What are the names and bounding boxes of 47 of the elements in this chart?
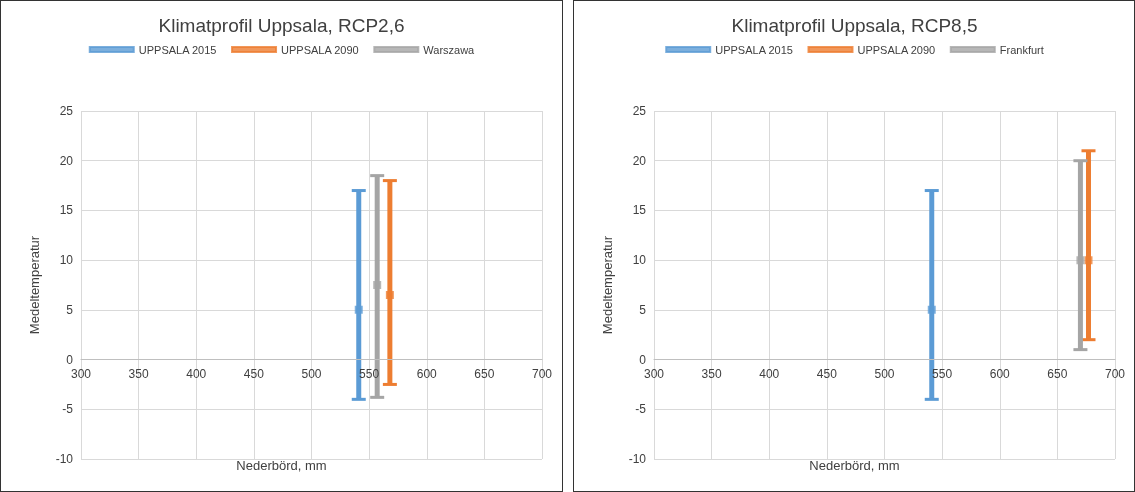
y-tick-label: -10 — [55, 452, 74, 466]
y-axis-title: Medeltemperatur — [27, 235, 42, 335]
x-axis-title: Nederbörd, mm — [236, 458, 327, 473]
y-tick-label: 15 — [59, 203, 74, 218]
y-tick-label: -10 — [628, 452, 646, 466]
y-tick-label: 25 — [59, 104, 74, 118]
x-tick-label: 500 — [301, 366, 322, 381]
legend-label: Frankfurt — [999, 43, 1044, 56]
x-tick-label: 450 — [816, 366, 837, 381]
x-axis-title: Nederbörd, mm — [808, 458, 900, 473]
x-tick-label: 400 — [758, 366, 780, 381]
y-tick-label: 0 — [638, 352, 646, 367]
y-tick-label: -5 — [62, 402, 74, 417]
x-tick-label: 350 — [128, 366, 149, 381]
x-tick-label: 700 — [531, 366, 553, 381]
point — [373, 281, 382, 289]
x-tick-label: 700 — [1104, 366, 1125, 381]
y-tick-label: 25 — [632, 104, 646, 118]
x-tick-label: 650 — [474, 366, 495, 381]
y-axis-title: Medeltemperatur — [599, 235, 615, 335]
x-tick-label: 350 — [701, 366, 722, 381]
legend-label: UPPSALA 2090 — [281, 43, 359, 56]
legend-label: UPPSALA 2015 — [138, 43, 217, 56]
chart-title: Klimatprofil Uppsala, RCP2,6 — [158, 15, 405, 36]
y-tick-label: 15 — [632, 203, 646, 218]
x-tick-label: 300 — [643, 366, 664, 381]
x-tick-label: 600 — [416, 366, 438, 381]
point — [385, 290, 394, 299]
x-tick-label: 300 — [70, 366, 92, 381]
x-tick-label: 650 — [1046, 366, 1068, 381]
y-tick-label: 20 — [632, 153, 646, 168]
y-tick-label: 0 — [66, 352, 74, 367]
point — [354, 305, 363, 314]
legend-label: Warszawa — [423, 43, 476, 56]
y-tick-label: 10 — [632, 253, 646, 268]
x-tick-label: 500 — [873, 366, 895, 381]
x-tick-label: 600 — [989, 366, 1010, 381]
y-tick-label: 10 — [59, 253, 74, 268]
legend-label: UPPSALA 2015 — [714, 43, 793, 56]
legend-label: UPPSALA 2090 — [856, 43, 935, 56]
y-tick-label: -5 — [634, 402, 646, 417]
chart-title: Klimatprofil Uppsala, RCP8,5 — [730, 15, 978, 36]
x-tick-label: 400 — [186, 366, 207, 381]
y-tick-label: 5 — [638, 302, 646, 317]
y-tick-label: 5 — [66, 302, 74, 317]
y-tick-label: 20 — [59, 153, 74, 168]
x-tick-label: 450 — [243, 366, 265, 381]
